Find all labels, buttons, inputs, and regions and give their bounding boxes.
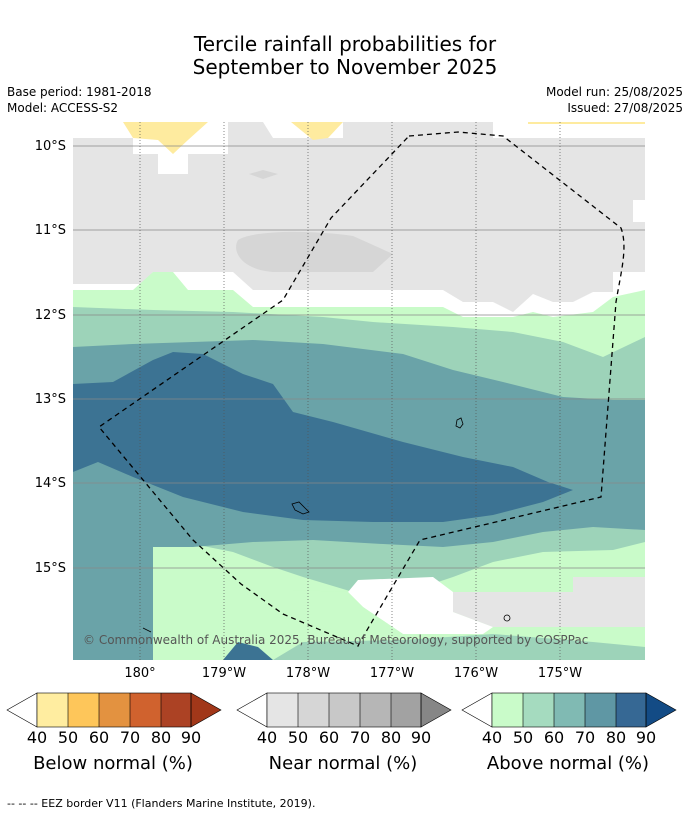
below-normal-swatch-40-50 (37, 693, 68, 727)
island-outline-center (291, 501, 310, 515)
above-normal-caption: Above normal (%) (486, 753, 650, 774)
below-normal-40-50-patch-center (291, 122, 343, 140)
above-normal-70-80-core (73, 352, 573, 522)
forecast-map-canvas (73, 122, 645, 660)
above-normal-tick-80: 80 (605, 728, 627, 747)
below-normal-colorbar (6, 692, 222, 728)
above-normal-swatch-40-50 (492, 693, 523, 727)
near-normal-swatch-60-70 (329, 693, 360, 727)
near-normal-swatch-50-60 (298, 693, 329, 727)
copyright-notice: © Commonwealth of Australia 2025, Bureau… (83, 633, 589, 647)
lon-label-179w: 179°W (201, 666, 247, 681)
near-normal-40-50-region-north (73, 122, 645, 312)
island-outline-east (455, 417, 464, 429)
lon-label-175w: 175°W (537, 666, 583, 681)
eez-border (98, 131, 625, 647)
above-normal-tick-70: 70 (574, 728, 596, 747)
below-normal-tick-40: 40 (26, 728, 48, 747)
below-normal-swatch-50-60 (68, 693, 99, 727)
map-title-line-1: Tercile rainfall probabilities for (193, 32, 497, 56)
near-normal-overflow-arrow (420, 692, 452, 728)
above-normal-swatch-60-70 (554, 693, 585, 727)
map-title-line-2: September to November 2025 (192, 55, 498, 79)
lon-label-180: 180° (124, 666, 156, 681)
below-normal-swatch-60-70 (99, 693, 130, 727)
below-normal-swatch-70-80 (130, 693, 161, 727)
near-normal-tick-40: 40 (256, 728, 278, 747)
below-normal-underflow-arrow (6, 692, 38, 728)
lat-label-11s: 11°S (34, 223, 66, 238)
lat-label-10s: 10°S (34, 139, 66, 154)
base-period-label: Base period: 1981-2018 (7, 85, 152, 99)
above-normal-swatch-50-60 (523, 693, 554, 727)
below-normal-tick-50: 50 (57, 728, 79, 747)
below-normal-40-50-patch-east (528, 122, 645, 124)
below-normal-tick-60: 60 (88, 728, 110, 747)
near-normal-tick-50: 50 (287, 728, 309, 747)
lat-label-12s: 12°S (34, 308, 66, 323)
model-run-label: Model run: 25/08/2025 (545, 85, 683, 99)
above-normal-overflow-arrow (645, 692, 677, 728)
above-normal-70-80-bottom-patch (223, 642, 273, 660)
lat-label-13s: 13°S (34, 392, 66, 407)
eez-border-footnote: -- -- -- EEZ border V11 (Flanders Marine… (7, 797, 316, 810)
below-normal-swatch-80-90 (161, 693, 191, 727)
near-normal-tick-90: 90 (410, 728, 432, 747)
lon-label-178w: 178°W (285, 666, 331, 681)
above-normal-colorbar (461, 692, 677, 728)
forecast-map (73, 122, 645, 660)
issued-label: Issued: 27/08/2025 (567, 101, 683, 115)
near-normal-underflow-arrow (236, 692, 268, 728)
above-normal-tick-90: 90 (635, 728, 657, 747)
lat-label-14s: 14°S (34, 476, 66, 491)
near-normal-swatch-80-90 (391, 693, 421, 727)
below-normal-tick-80: 80 (150, 728, 172, 747)
near-normal-white-gap-south (348, 577, 493, 634)
above-normal-swatch-70-80 (585, 693, 616, 727)
lon-label-177w: 177°W (369, 666, 415, 681)
near-normal-50-60-region (236, 231, 393, 272)
below-normal-overflow-arrow (190, 692, 222, 728)
near-normal-colorbar (236, 692, 452, 728)
lat-label-15s: 15°S (34, 561, 66, 576)
near-normal-50-60-small-north (249, 170, 278, 179)
near-normal-40-50-region-southeast (443, 577, 645, 627)
near-normal-swatch-70-80 (360, 693, 391, 727)
island-outline-sw (142, 627, 152, 633)
above-normal-tick-50: 50 (512, 728, 534, 747)
above-normal-50-60-bottom-band (273, 634, 645, 660)
near-normal-tick-60: 60 (318, 728, 340, 747)
lon-label-176w: 176°W (453, 666, 499, 681)
below-normal-tick-70: 70 (119, 728, 141, 747)
above-normal-tick-40: 40 (481, 728, 503, 747)
below-normal-tick-90: 90 (180, 728, 202, 747)
above-normal-40-50-patch-south (288, 590, 403, 634)
below-normal-40-50-patch-west (123, 122, 208, 154)
near-normal-tick-70: 70 (349, 728, 371, 747)
above-normal-60-70-bottom (73, 464, 153, 660)
below-normal-caption: Below normal (%) (33, 753, 193, 774)
lat-gridlines (73, 145, 645, 569)
near-normal-swatch-40-50 (267, 693, 298, 727)
island-outline-south (503, 614, 511, 622)
model-label: Model: ACCESS-S2 (7, 101, 119, 115)
above-normal-underflow-arrow (461, 692, 493, 728)
near-normal-tick-80: 80 (380, 728, 402, 747)
above-normal-swatch-80-90 (616, 693, 646, 727)
above-normal-tick-60: 60 (543, 728, 565, 747)
near-normal-caption: Near normal (%) (268, 753, 418, 774)
